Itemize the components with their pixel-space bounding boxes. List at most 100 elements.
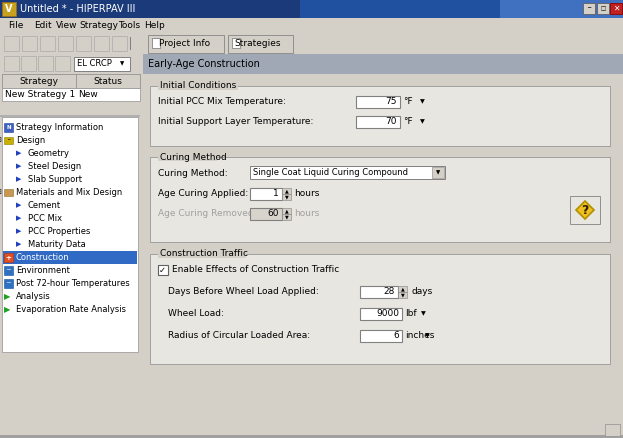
Bar: [356, 96, 400, 108]
Text: Strategy Information: Strategy Information: [16, 123, 103, 132]
Bar: [597, 3, 609, 14]
Text: ▼: ▼: [285, 215, 288, 219]
Bar: [398, 292, 407, 298]
Text: Steel Design: Steel Design: [28, 162, 81, 171]
Text: 9000: 9000: [376, 310, 399, 318]
Text: ▼: ▼: [420, 120, 425, 124]
Bar: [150, 157, 610, 242]
Text: ~: ~: [6, 268, 11, 273]
Bar: [228, 35, 293, 53]
Text: Age Curing Applied:: Age Curing Applied:: [158, 190, 248, 198]
Text: PCC Properties: PCC Properties: [28, 227, 90, 236]
Text: Project Info: Project Info: [159, 39, 211, 49]
Text: □: □: [601, 7, 606, 11]
Bar: [94, 36, 109, 51]
Text: V: V: [5, 4, 12, 14]
Bar: [360, 330, 402, 342]
Bar: [4, 279, 13, 288]
Text: 75: 75: [386, 98, 397, 106]
Text: ▼: ▼: [420, 99, 425, 105]
Bar: [4, 123, 13, 132]
Text: inches: inches: [405, 332, 434, 340]
Bar: [232, 38, 240, 48]
Bar: [22, 36, 37, 51]
Bar: [610, 3, 622, 14]
Text: 60: 60: [267, 209, 279, 219]
Bar: [158, 265, 168, 275]
Bar: [76, 74, 140, 88]
Bar: [158, 154, 217, 161]
Text: Geometry: Geometry: [28, 149, 70, 158]
Bar: [3, 251, 137, 264]
Text: Design: Design: [16, 136, 45, 145]
Text: ✕: ✕: [613, 4, 619, 13]
Bar: [500, 0, 623, 18]
Text: EL CRCP: EL CRCP: [77, 60, 112, 68]
Bar: [4, 137, 13, 144]
Bar: [0, 34, 623, 54]
Text: Initial PCC Mix Temperature:: Initial PCC Mix Temperature:: [158, 98, 286, 106]
Text: Curing Method:: Curing Method:: [158, 169, 227, 177]
Bar: [76, 36, 91, 51]
Bar: [58, 36, 73, 51]
Bar: [4, 189, 13, 196]
Text: Days Before Wheel Load Applied:: Days Before Wheel Load Applied:: [168, 287, 319, 297]
Text: Early-Age Construction: Early-Age Construction: [148, 59, 260, 69]
Text: Enable Effects of Construction Traffic: Enable Effects of Construction Traffic: [172, 265, 340, 275]
Text: +: +: [6, 254, 11, 261]
Bar: [250, 188, 282, 200]
Text: ▶: ▶: [4, 305, 11, 314]
Bar: [356, 116, 400, 128]
Text: Strategy: Strategy: [79, 21, 118, 31]
Text: Materials and Mix Design: Materials and Mix Design: [16, 188, 122, 197]
Bar: [250, 166, 445, 179]
Text: ▶: ▶: [16, 241, 21, 247]
Bar: [55, 56, 70, 71]
Bar: [143, 34, 623, 54]
Text: ?: ?: [581, 204, 589, 216]
Text: Construction: Construction: [16, 253, 70, 262]
Bar: [112, 36, 127, 51]
Text: Wheel Load:: Wheel Load:: [168, 310, 224, 318]
Text: Construction Traffic: Construction Traffic: [160, 250, 248, 258]
Text: ▲: ▲: [285, 188, 288, 194]
Bar: [4, 253, 13, 262]
Text: Curing Method: Curing Method: [160, 152, 227, 162]
Text: Help: Help: [144, 21, 164, 31]
Bar: [4, 56, 19, 71]
Bar: [38, 56, 53, 71]
Bar: [0, 422, 623, 438]
Bar: [158, 83, 237, 90]
Text: New: New: [78, 90, 98, 99]
Bar: [282, 188, 291, 194]
Text: N: N: [6, 125, 11, 130]
Bar: [432, 167, 444, 178]
Text: ▼: ▼: [436, 170, 440, 175]
Bar: [0, 74, 140, 438]
Bar: [583, 3, 595, 14]
Text: ▲: ▲: [401, 286, 404, 292]
Text: PCC Mix: PCC Mix: [28, 214, 62, 223]
Text: ▶: ▶: [16, 229, 21, 234]
Text: Age Curing Removed:: Age Curing Removed:: [158, 209, 257, 219]
Text: Radius of Circular Loaded Area:: Radius of Circular Loaded Area:: [168, 332, 310, 340]
Text: lbf: lbf: [405, 310, 417, 318]
Polygon shape: [576, 201, 594, 219]
Bar: [150, 254, 610, 364]
Bar: [2, 88, 140, 101]
Text: Untitled * - HIPERPAV III: Untitled * - HIPERPAV III: [20, 4, 135, 14]
Bar: [143, 54, 623, 74]
Text: ▼: ▼: [425, 333, 430, 339]
Text: ⊟: ⊟: [0, 190, 1, 195]
Bar: [0, 18, 623, 34]
Text: Evaporation Rate Analysis: Evaporation Rate Analysis: [16, 305, 126, 314]
Text: hours: hours: [294, 209, 320, 219]
Text: Slab Support: Slab Support: [28, 175, 82, 184]
Bar: [2, 117, 138, 352]
Text: ▶: ▶: [16, 151, 21, 156]
Bar: [2, 2, 16, 16]
Bar: [2, 74, 140, 88]
Text: 6: 6: [393, 332, 399, 340]
Text: ▶: ▶: [16, 202, 21, 208]
Bar: [148, 35, 224, 53]
